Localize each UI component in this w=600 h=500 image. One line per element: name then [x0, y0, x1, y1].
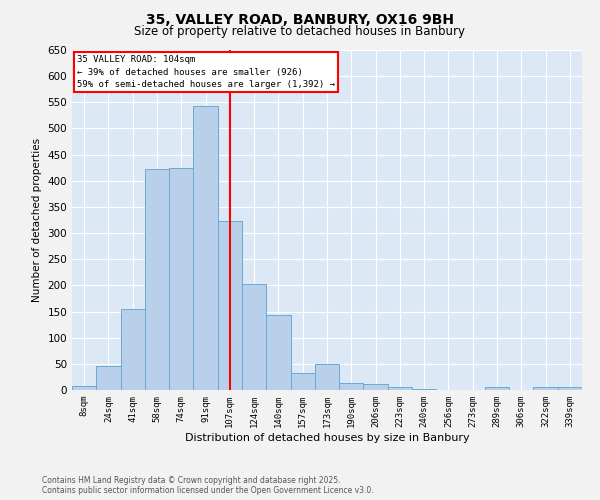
Bar: [218, 221, 242, 390]
Bar: [145, 170, 169, 390]
Bar: [388, 387, 412, 390]
Text: Contains HM Land Registry data © Crown copyright and database right 2025.
Contai: Contains HM Land Registry data © Crown c…: [42, 476, 374, 495]
Bar: [315, 364, 339, 390]
Text: Size of property relative to detached houses in Banbury: Size of property relative to detached ho…: [134, 25, 466, 38]
X-axis label: Distribution of detached houses by size in Banbury: Distribution of detached houses by size …: [185, 432, 469, 442]
Bar: [364, 384, 388, 390]
Bar: [242, 284, 266, 390]
Bar: [485, 387, 509, 390]
Bar: [72, 386, 96, 390]
Bar: [169, 168, 193, 390]
Bar: [96, 366, 121, 390]
Text: 35, VALLEY ROAD, BANBURY, OX16 9BH: 35, VALLEY ROAD, BANBURY, OX16 9BH: [146, 12, 454, 26]
Text: 35 VALLEY ROAD: 104sqm
← 39% of detached houses are smaller (926)
59% of semi-de: 35 VALLEY ROAD: 104sqm ← 39% of detached…: [77, 55, 335, 89]
Bar: [558, 387, 582, 390]
Bar: [412, 389, 436, 390]
Bar: [121, 309, 145, 390]
Bar: [266, 315, 290, 390]
Bar: [290, 374, 315, 390]
Bar: [533, 387, 558, 390]
Bar: [339, 382, 364, 390]
Y-axis label: Number of detached properties: Number of detached properties: [32, 138, 42, 302]
Bar: [193, 106, 218, 390]
